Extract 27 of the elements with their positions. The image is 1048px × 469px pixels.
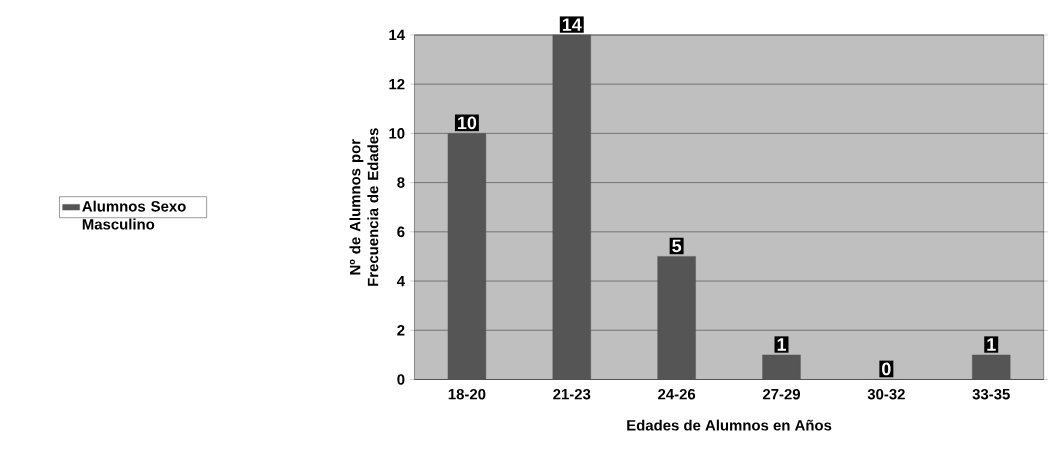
data-label: 1 (777, 338, 786, 351)
legend-label: Alumnos Sexo Masculino (82, 200, 186, 230)
y-tick-label: 4 (396, 275, 405, 286)
y-axis-title: Nº de Alumnos por Frecuencia de Edades (349, 128, 379, 286)
y-tick-label: 8 (397, 177, 405, 188)
y-tick-label: 14 (389, 29, 405, 40)
y-tick-label: 2 (397, 324, 405, 336)
x-tick-label: 21-23 (553, 388, 591, 400)
bar (657, 256, 696, 380)
bar (552, 34, 591, 380)
x-tick-label: 30-32 (867, 388, 905, 400)
y-tick-label: 6 (397, 226, 405, 237)
y-tick-label: 10 (389, 127, 405, 139)
bar (972, 354, 1011, 380)
data-label: 1 (987, 338, 996, 351)
y-tick-label: 0 (397, 374, 405, 385)
x-tick-label: 18-20 (448, 388, 486, 400)
data-label: 10 (458, 116, 477, 129)
data-label: 14 (562, 18, 582, 31)
y-tick-label: 12 (389, 78, 405, 90)
x-tick-label: 33-35 (972, 388, 1010, 400)
x-axis-title: Edades de Alumnos en Años (627, 419, 832, 431)
x-tick-label: 24-26 (658, 388, 696, 400)
data-label: 0 (882, 362, 891, 376)
x-tick-label: 27-29 (762, 388, 801, 400)
data-label: 5 (672, 239, 682, 253)
bar (762, 354, 801, 380)
